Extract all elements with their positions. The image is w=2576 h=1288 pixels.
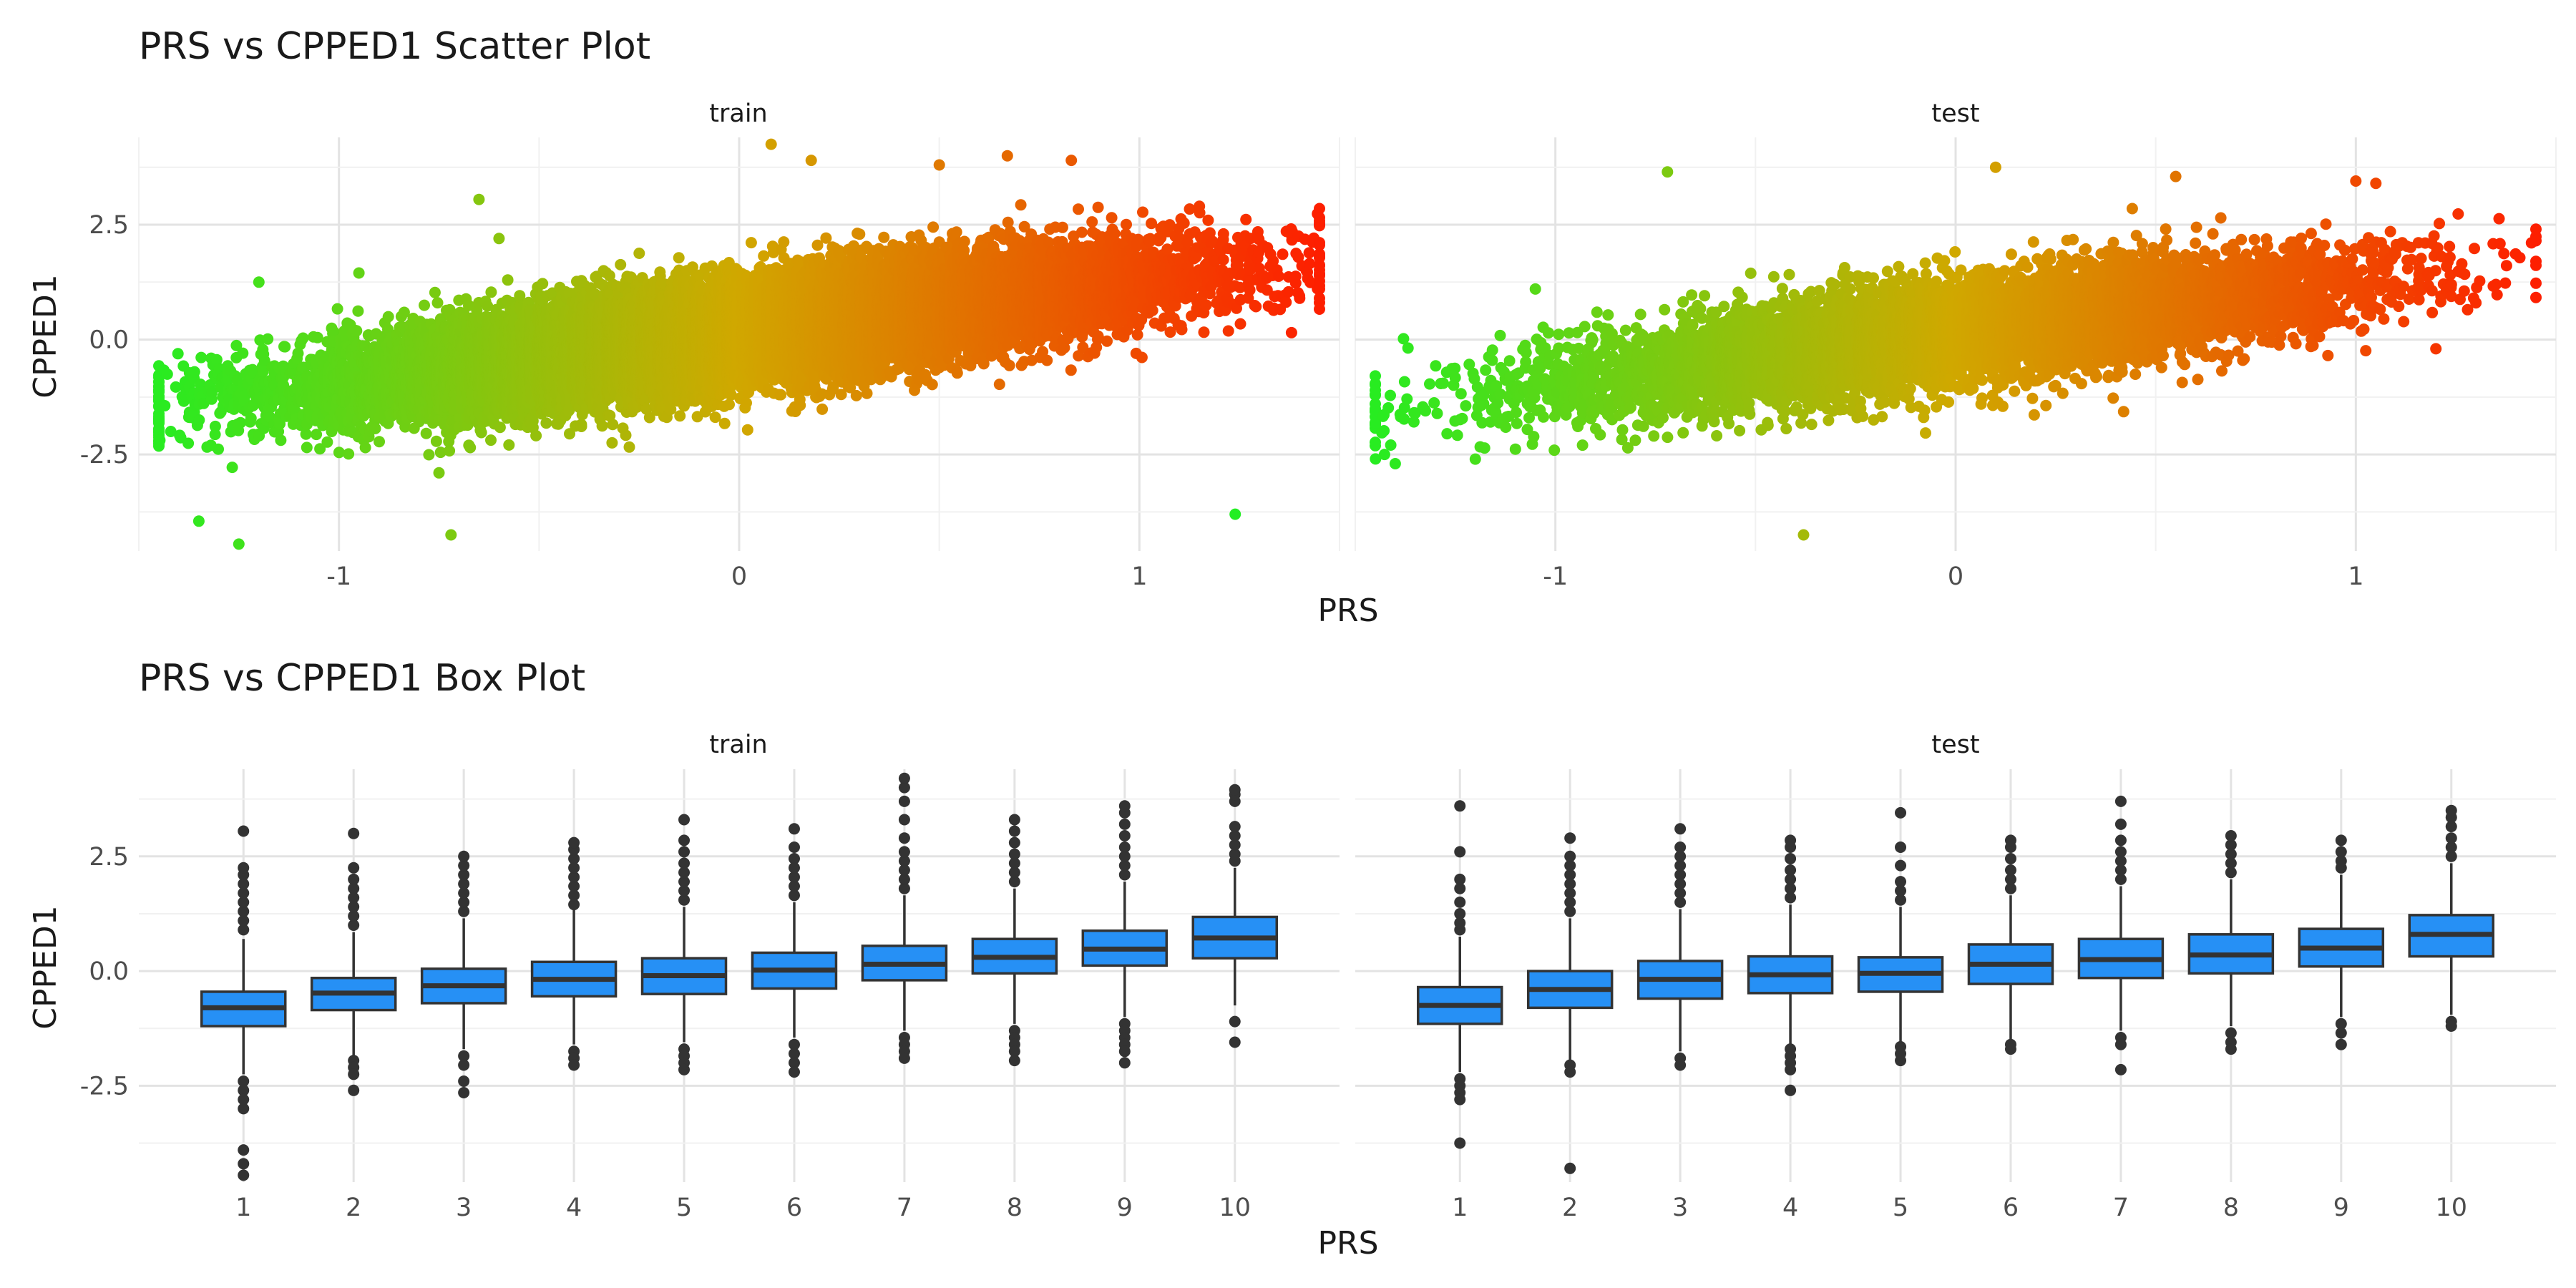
scatter-point <box>162 369 173 380</box>
scatter-point <box>153 423 165 434</box>
scatter-point <box>193 414 205 426</box>
scatter-facet-label-test: test <box>1931 99 1979 128</box>
scatter-point <box>332 303 343 315</box>
scatter-point <box>227 462 238 473</box>
scatter-point <box>189 366 200 378</box>
scatter-point <box>429 287 441 298</box>
scatter-point <box>321 436 333 448</box>
scatter-point <box>275 434 286 446</box>
scatter-train-y-tick-label: -2.5 <box>80 441 129 469</box>
scatter-point <box>237 348 248 359</box>
scatter-point <box>421 428 432 439</box>
scatter-point <box>370 423 381 434</box>
scatter-point <box>423 449 434 461</box>
scatter-point <box>245 413 257 424</box>
scatter-point <box>343 448 354 459</box>
scatter-point <box>182 438 194 449</box>
scatter-point <box>298 333 309 344</box>
scatter-point <box>351 325 362 336</box>
scatter-point <box>419 300 430 311</box>
scatter-point <box>432 297 444 308</box>
scatter-facet-label-train: train <box>709 99 767 128</box>
scatter-point <box>431 436 442 447</box>
scatter-train-x-tick-label: 1 <box>1131 562 1147 591</box>
scatter-train-y-tick-label: 2.5 <box>89 211 129 240</box>
scatter-plot-title: PRS vs CPPED1 Scatter Plot <box>139 25 650 68</box>
scatter-point <box>159 400 170 411</box>
figure-background <box>0 0 2576 1288</box>
scatter-train-y-tick-label: 0.0 <box>89 326 129 355</box>
scatter-point <box>352 306 364 317</box>
scatter-point <box>374 436 385 447</box>
scatter-point <box>262 333 273 345</box>
scatter-point <box>360 442 371 454</box>
scatter-point <box>383 311 394 323</box>
scatter-point <box>301 429 312 440</box>
scatter-point <box>172 348 184 359</box>
figure: PRS vs CPPED1 Scatter Plot train test -1… <box>0 0 2576 1288</box>
scatter-point <box>301 441 313 453</box>
scatter-train-x-tick-label: -1 <box>326 562 351 591</box>
scatter-point <box>195 352 207 364</box>
scatter-train-x-tick-label: 0 <box>731 562 747 591</box>
scatter-point <box>210 421 221 432</box>
scatter-point <box>153 385 165 396</box>
scatter-point <box>279 341 291 353</box>
